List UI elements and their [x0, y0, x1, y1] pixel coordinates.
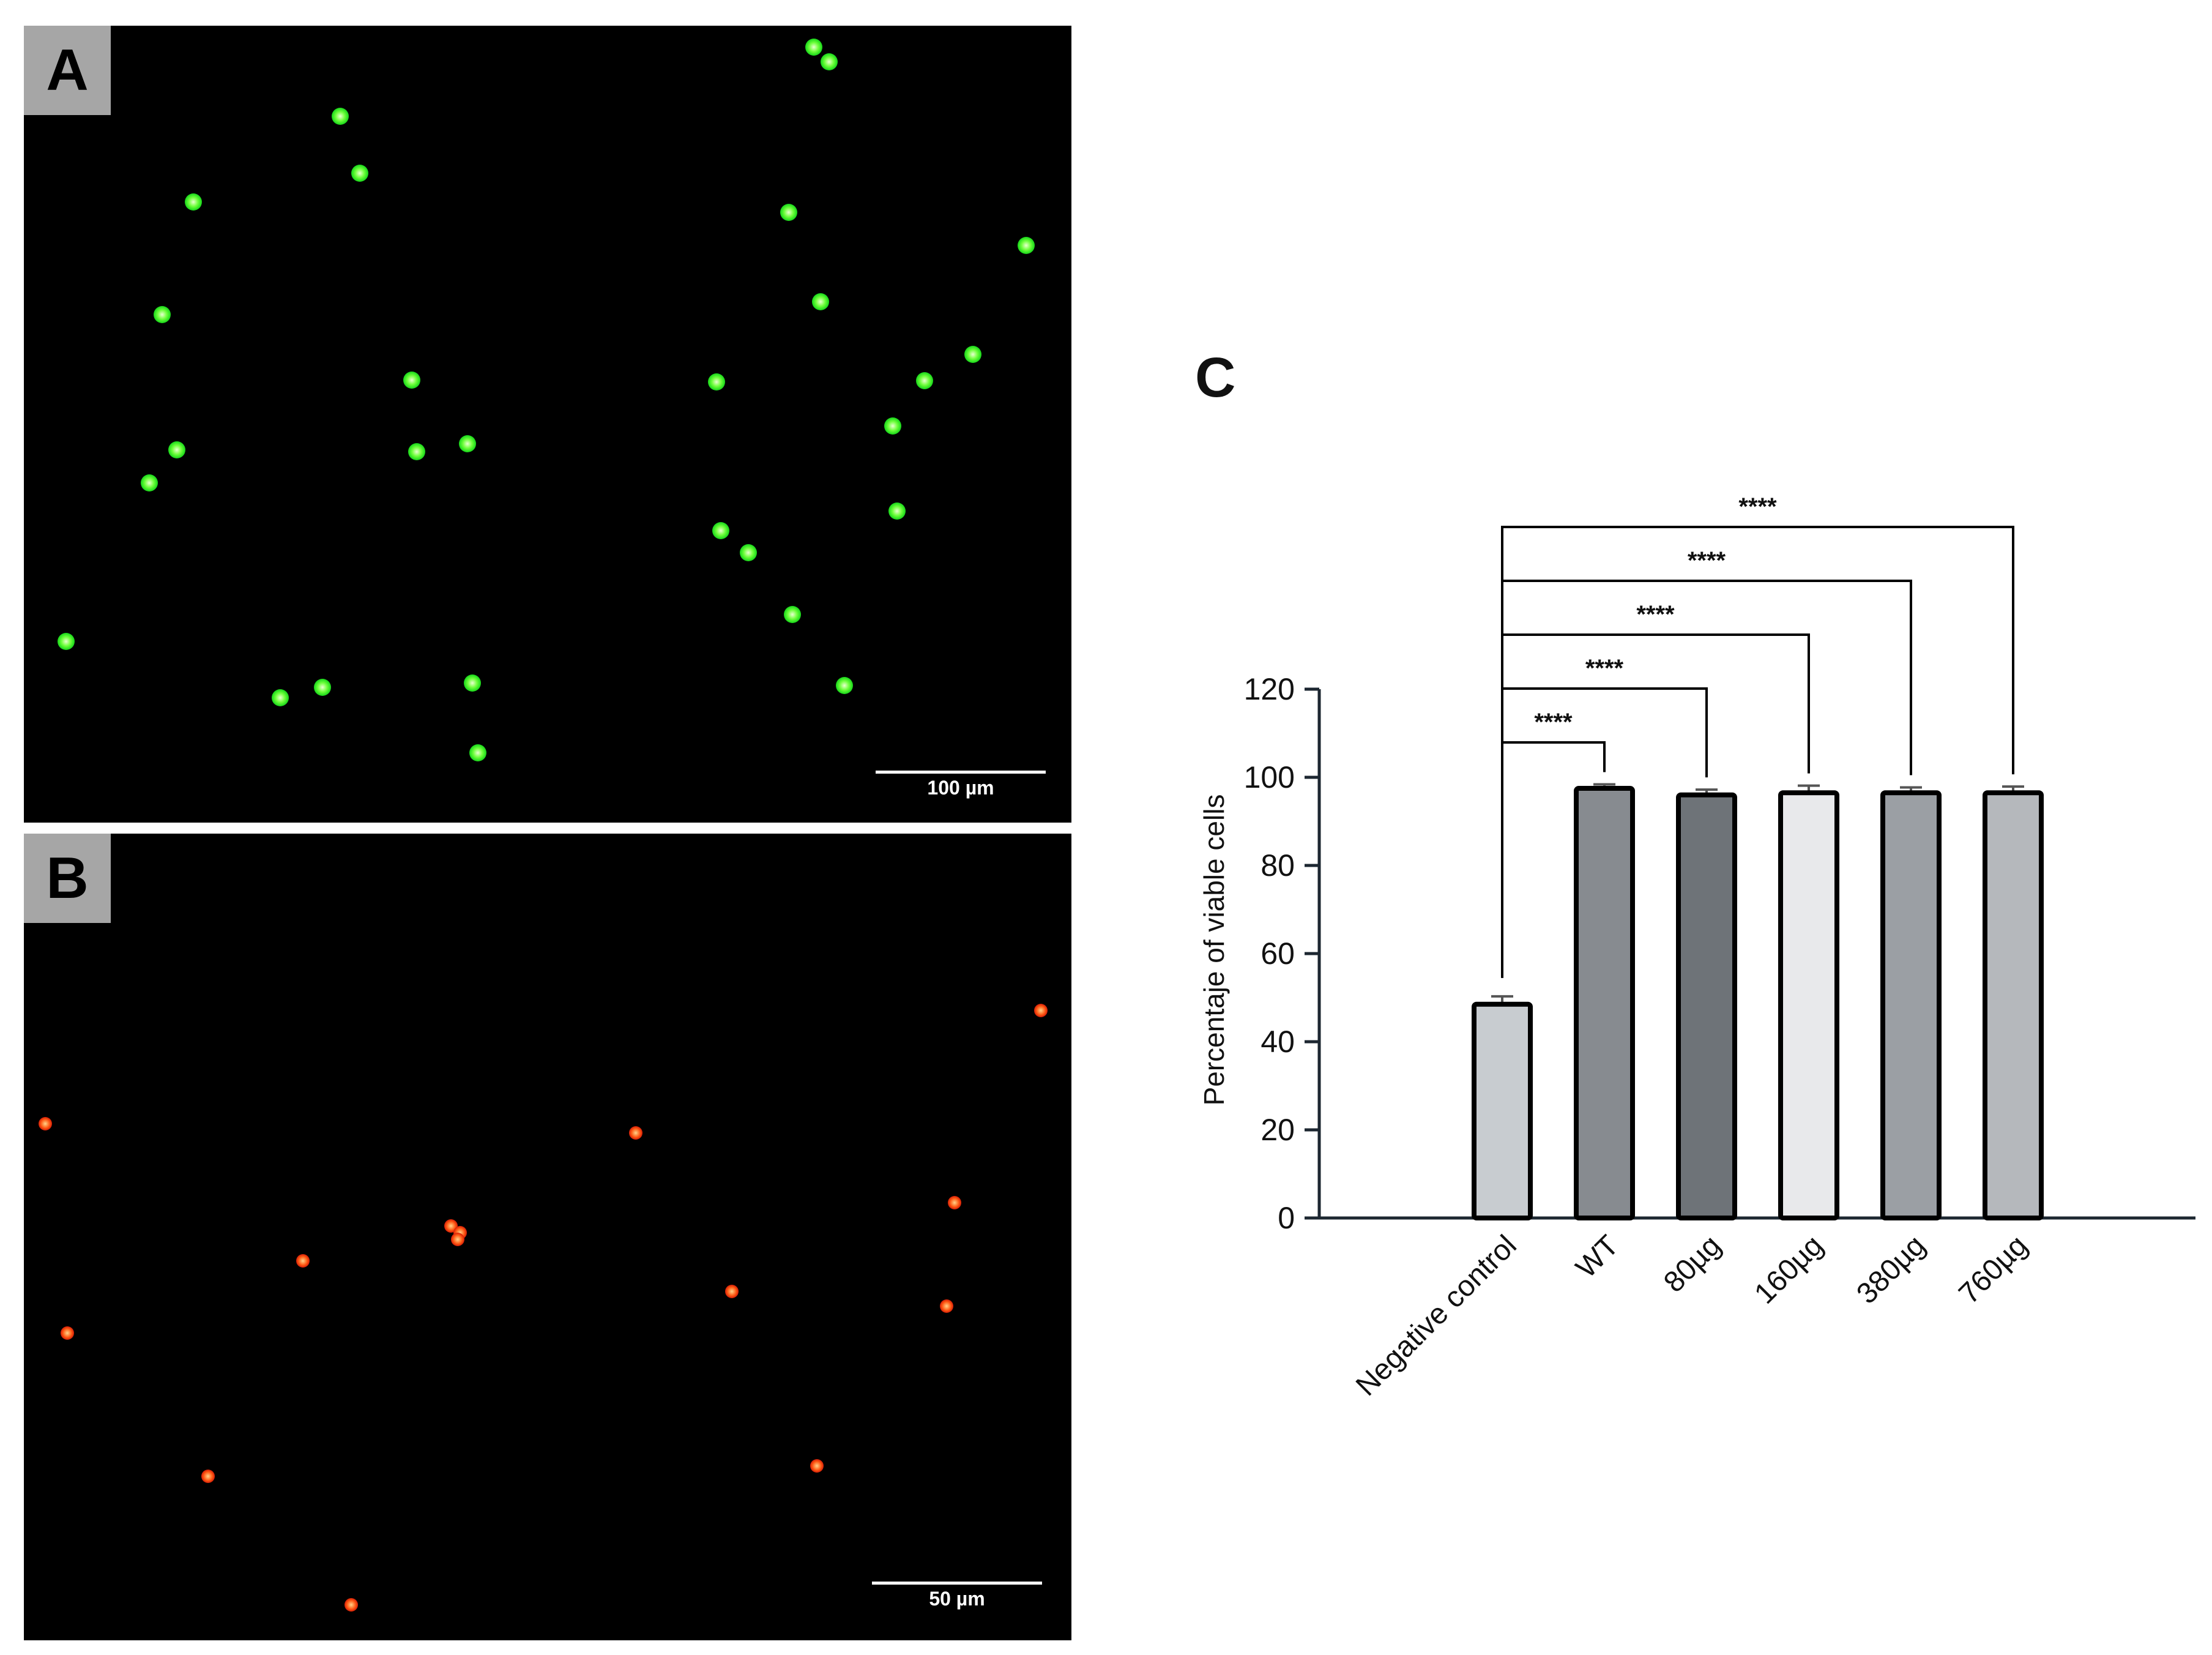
green-cell	[154, 306, 171, 323]
green-cell	[459, 435, 476, 452]
significance-label: ****	[1738, 493, 1777, 520]
significance-label: ****	[1534, 709, 1573, 736]
significance-label: ****	[1688, 547, 1726, 574]
red-cell	[940, 1299, 953, 1313]
micrograph-panel-a: A 100 µm	[24, 26, 1071, 823]
green-cell	[964, 346, 981, 363]
green-cell	[821, 53, 838, 70]
green-cell	[1018, 237, 1035, 254]
green-cell	[469, 744, 486, 761]
green-cell	[403, 372, 420, 389]
y-tick-label: 20	[1261, 1113, 1295, 1147]
green-cell	[351, 165, 368, 182]
green-cell	[712, 522, 729, 539]
green-cell	[780, 204, 797, 221]
micrograph-panel-b: B 50 µm	[24, 834, 1071, 1640]
panel-label-a: A	[24, 26, 111, 115]
red-cell	[61, 1326, 74, 1340]
green-cell	[464, 674, 481, 692]
green-cell	[314, 679, 331, 696]
y-tick-label: 100	[1244, 760, 1295, 794]
panel-label-c: C	[1195, 346, 1235, 409]
green-cell	[784, 606, 801, 623]
scale-bar-a	[876, 771, 1046, 774]
red-cell	[810, 1459, 824, 1473]
green-cell	[916, 372, 933, 389]
bar	[1574, 786, 1635, 1220]
green-cell	[708, 373, 725, 390]
green-cell	[168, 441, 185, 458]
significance-bracket	[1501, 526, 2014, 775]
x-tick-label: 760µg	[1953, 1229, 2034, 1310]
chart-axes: 0 20 40 60 80 100 120	[1244, 672, 2195, 1235]
significance-bracket	[1501, 580, 1912, 775]
red-cell	[39, 1117, 52, 1130]
x-tick-label: Negative control	[1350, 1229, 1523, 1402]
significance-label: ****	[1636, 601, 1675, 628]
green-cell	[332, 108, 349, 125]
red-cell	[629, 1126, 642, 1140]
red-cell	[201, 1470, 215, 1483]
y-tick-label: 0	[1278, 1201, 1295, 1235]
green-cell	[141, 474, 158, 491]
bar	[1983, 790, 2044, 1220]
x-tick-label: WT	[1570, 1229, 1625, 1284]
y-tick-label: 80	[1261, 848, 1295, 883]
panel-label-b: B	[24, 834, 111, 923]
green-cell	[740, 544, 757, 561]
red-cell	[1034, 1004, 1048, 1017]
bar	[1472, 1001, 1533, 1221]
scale-bar-b	[872, 1582, 1042, 1585]
y-tick-label: 60	[1261, 936, 1295, 971]
red-cell	[296, 1254, 310, 1268]
red-cell	[948, 1196, 961, 1209]
bars-group	[1472, 783, 2044, 1221]
green-cell	[836, 677, 853, 694]
green-cell	[884, 417, 901, 435]
x-tick-label: 380µg	[1850, 1229, 1932, 1310]
green-cell	[408, 443, 425, 460]
significance-bracket	[1501, 687, 1708, 778]
red-cell	[725, 1285, 739, 1298]
bar	[1676, 792, 1737, 1220]
x-tick-label: 160µg	[1748, 1229, 1830, 1310]
viability-bar-chart: C Percentaje of viable cells 0 20 40 60 80 10…	[1195, 346, 2195, 1402]
significance-bracket	[1501, 741, 1606, 978]
y-tick-label: 120	[1244, 672, 1295, 706]
green-cell	[805, 39, 822, 56]
bar	[1880, 790, 1942, 1220]
scale-bar-label-a: 100 µm	[927, 777, 994, 799]
significance-brackets: **** **** **** **** ****	[1501, 493, 2014, 978]
significance-label: ****	[1585, 655, 1624, 682]
x-tick-label: 80µg	[1658, 1229, 1727, 1299]
green-cell	[888, 502, 906, 520]
green-cell	[185, 193, 202, 211]
x-tick-labels: Negative control WT 80µg 160µg 380µg 760µg	[1350, 1229, 2034, 1402]
red-cell	[451, 1233, 464, 1246]
y-tick-label: 40	[1261, 1025, 1295, 1059]
scale-bar-label-b: 50 µm	[929, 1588, 985, 1610]
bar	[1778, 790, 1839, 1220]
significance-bracket	[1501, 633, 1810, 774]
green-cell	[812, 293, 829, 310]
red-cell	[344, 1598, 358, 1612]
y-axis-label: Percentaje of viable cells	[1198, 794, 1230, 1106]
green-cell	[58, 633, 75, 650]
green-cell	[272, 689, 289, 706]
